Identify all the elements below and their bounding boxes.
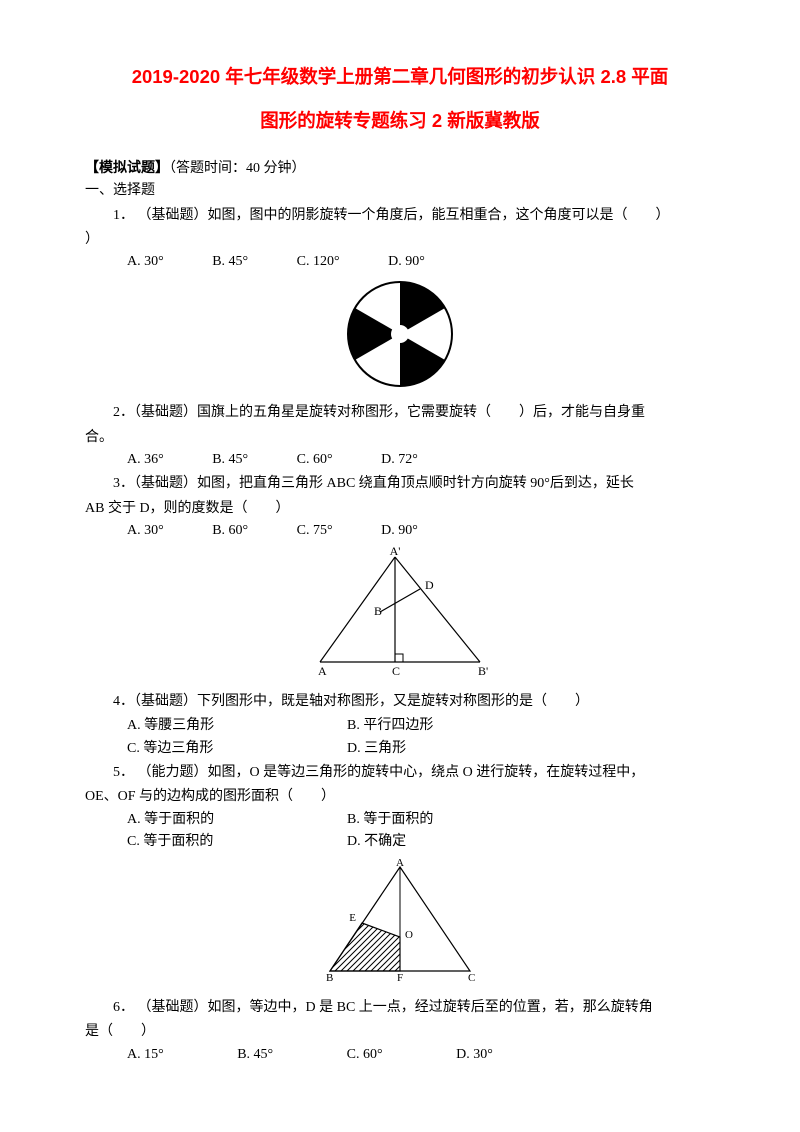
q2-num: 2． [85, 405, 134, 420]
q6-choices: A. 15° B. 45° C. 60° D. 30° [85, 1044, 715, 1066]
q4-tag: （基础题） [134, 694, 197, 709]
svg-text:B': B' [478, 664, 488, 677]
q3-opt-a: A. 30° [127, 520, 164, 542]
q3-choices: A. 30° B. 60° C. 75° D. 90° [85, 520, 715, 542]
exam-header: 【模拟试题】（答题时间：40 分钟） [85, 158, 715, 180]
q2-opt-a: A. 36° [127, 449, 164, 471]
q2-opt-d: D. 72° [381, 449, 418, 471]
shaded-triangle-icon: A E O B F C [315, 859, 485, 984]
q4-opt-d: D. 三角形 [347, 738, 406, 760]
section-1-heading: 一、选择题 [85, 180, 715, 202]
q6-text2: 是（ ） [85, 1021, 715, 1043]
question-2: 2．（基础题）国旗上的五角星是旋转对称图形，它需要旋转（ ）后，才能与自身重 [85, 402, 715, 424]
q6-opt-d: D. 30° [456, 1044, 493, 1066]
q5-text1: 如图，O 是等边三角形的旋转中心，绕点 O 进行旋转，在旋转过程中， [208, 765, 645, 780]
q5-num: 5． [85, 765, 134, 780]
q6-opt-a: A. 15° [127, 1044, 164, 1066]
question-6: 6． （基础题）如图，等边中，D 是 BC 上一点，经过旋转后至的位置，若，那么… [85, 997, 715, 1019]
q1-close-paren: ） [85, 229, 715, 251]
q5-opt-a: A. 等于面积的 [127, 809, 347, 831]
exam-label: 【模拟试题】 [85, 161, 169, 176]
worksheet-page: 2019-2020 年七年级数学上册第二章几何图形的初步认识 2.8 平面 图形… [0, 0, 800, 1132]
q6-text1: 如图，等边中，D 是 BC 上一点，经过旋转后至的位置，若，那么旋转角 [208, 1000, 653, 1015]
svg-text:C: C [392, 664, 400, 677]
q4-opt-b: B. 平行四边形 [347, 715, 433, 737]
q2-opt-b: B. 45° [212, 449, 248, 471]
q4-opt-a: A. 等腰三角形 [127, 715, 347, 737]
q2-choices: A. 36° B. 45° C. 60° D. 72° [85, 449, 715, 471]
svg-text:A: A [396, 859, 404, 869]
q1-opt-a: A. 30° [127, 251, 164, 273]
q2-text1: 国旗上的五角星是旋转对称图形，它需要旋转（ ）后，才能与自身重 [197, 405, 645, 420]
svg-text:B: B [326, 972, 333, 984]
svg-text:D: D [425, 578, 434, 592]
q1-num: 1． [85, 208, 134, 223]
q3-figure: A' D B A C B' [85, 547, 715, 685]
svg-text:C: C [468, 972, 475, 984]
q5-text2: OE、OF 与的边构成的图形面积（ ） [85, 786, 715, 808]
triangle-diagram-icon: A' D B A C B' [300, 547, 500, 677]
q4-opt-c: C. 等边三角形 [127, 738, 347, 760]
q3-tag: （基础题） [134, 476, 197, 491]
question-1: 1． （基础题）如图，图中的阴影旋转一个角度后，能互相重合，这个角度可以是（ ） [85, 205, 715, 227]
question-3: 3．（基础题）如图，把直角三角形 ABC 绕直角顶点顺时针方向旋转 90°后到达… [85, 473, 715, 495]
trefoil-icon [345, 279, 455, 389]
svg-text:A: A [318, 664, 327, 677]
q2-text2: 合。 [85, 427, 715, 449]
q1-tag: （基础题） [138, 208, 208, 223]
q2-opt-c: C. 60° [297, 449, 333, 471]
q1-figure [85, 279, 715, 397]
q1-text: 如图，图中的阴影旋转一个角度后，能互相重合，这个角度可以是（ ） [208, 208, 670, 223]
q6-opt-b: B. 45° [237, 1044, 273, 1066]
q5-choices: A. 等于面积的 B. 等于面积的 C. 等于面积的 D. 不确定 [85, 809, 715, 854]
q5-opt-c: C. 等于面积的 [127, 831, 347, 853]
q6-num: 6． [85, 1000, 134, 1015]
q1-opt-c: C. 120° [297, 251, 340, 273]
svg-text:F: F [397, 972, 403, 984]
title-line-1: 2019-2020 年七年级数学上册第二章几何图形的初步认识 2.8 平面 [85, 55, 715, 99]
q5-opt-d: D. 不确定 [347, 831, 406, 853]
q1-opt-b: B. 45° [212, 251, 248, 273]
q1-opt-d: D. 90° [388, 251, 425, 273]
svg-text:A': A' [390, 547, 401, 558]
q3-num: 3． [85, 476, 134, 491]
q3-opt-c: C. 75° [297, 520, 333, 542]
q4-text: 下列图形中，既是轴对称图形，又是旋转对称图形的是（ ） [197, 694, 589, 709]
svg-text:B: B [374, 604, 382, 618]
title-line-2: 图形的旋转专题练习 2 新版冀教版 [85, 99, 715, 143]
q2-tag: （基础题） [134, 405, 197, 420]
q5-figure: A E O B F C [85, 859, 715, 992]
q3-opt-d: D. 90° [381, 520, 418, 542]
document-title: 2019-2020 年七年级数学上册第二章几何图形的初步认识 2.8 平面 图形… [85, 55, 715, 144]
svg-text:E: E [349, 912, 356, 924]
q5-tag: （能力题） [138, 765, 208, 780]
question-5: 5． （能力题）如图，O 是等边三角形的旋转中心，绕点 O 进行旋转，在旋转过程… [85, 762, 715, 784]
svg-text:O: O [405, 929, 413, 941]
exam-note: （答题时间：40 分钟） [169, 161, 306, 176]
q6-tag: （基础题） [138, 1000, 208, 1015]
q3-text2: AB 交于 D，则的度数是（ ） [85, 498, 715, 520]
q6-opt-c: C. 60° [347, 1044, 383, 1066]
q1-choices: A. 30° B. 45° C. 120° D. 90° [85, 251, 715, 273]
q3-text1: 如图，把直角三角形 ABC 绕直角顶点顺时针方向旋转 90°后到达，延长 [197, 476, 634, 491]
q4-num: 4． [85, 694, 134, 709]
q3-opt-b: B. 60° [212, 520, 248, 542]
q4-choices: A. 等腰三角形 B. 平行四边形 C. 等边三角形 D. 三角形 [85, 715, 715, 760]
q5-opt-b: B. 等于面积的 [347, 809, 433, 831]
question-4: 4．（基础题）下列图形中，既是轴对称图形，又是旋转对称图形的是（ ） [85, 691, 715, 713]
